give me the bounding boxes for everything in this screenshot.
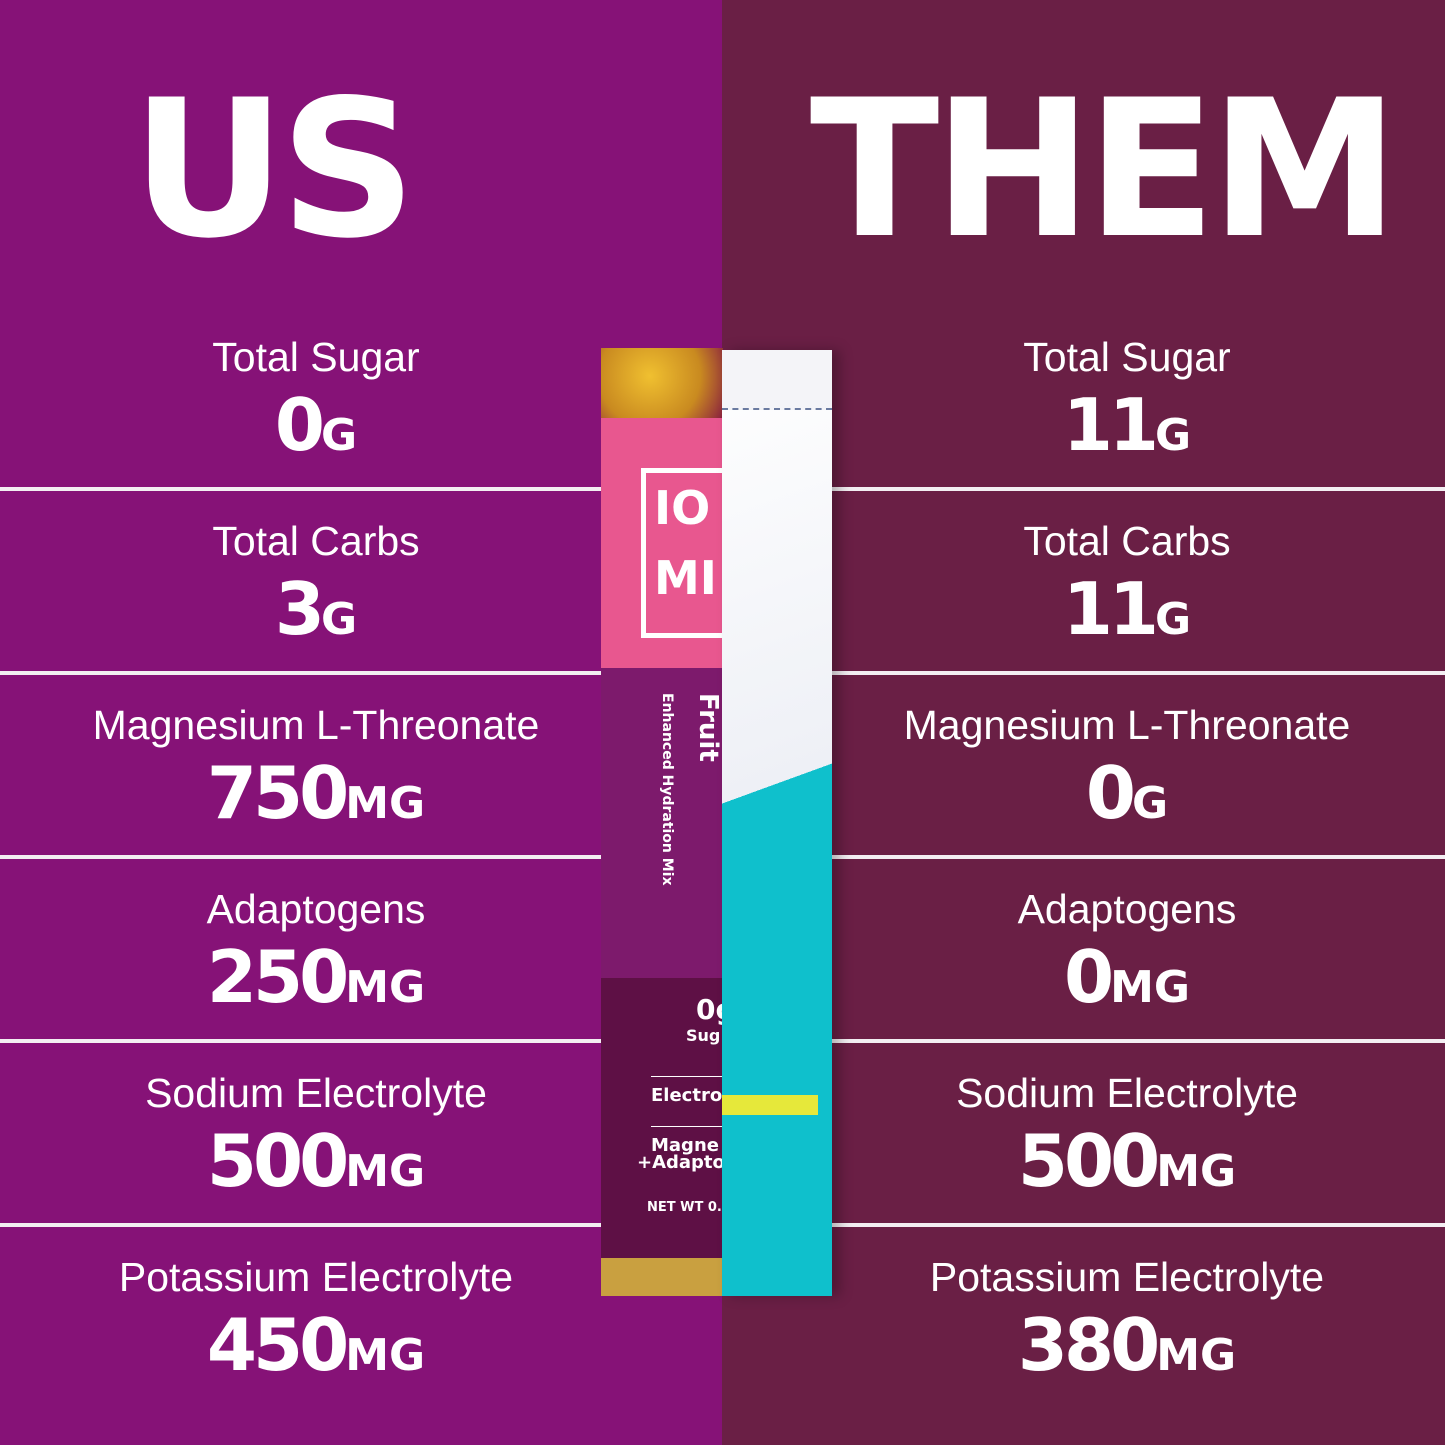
subtitle-text: Enhanced Hydration Mix (659, 693, 675, 886)
nutrient-value: 0G (1085, 751, 1169, 835)
nutrient-label: Potassium Electrolyte (118, 1254, 514, 1300)
packet-seal (722, 350, 832, 410)
nutrient-label: Magnesium L-Threonate (92, 702, 540, 748)
nutrient-value: 750MG (206, 751, 426, 835)
nutrient-label: Adaptogens (206, 886, 426, 932)
nutrient-label: Total Carbs (1023, 518, 1231, 564)
nutrient-value: 250MG (206, 935, 426, 1019)
nutrient-value: 0MG (1063, 935, 1190, 1019)
them-row: Total Carbs 11G (727, 517, 1445, 660)
us-row: Sodium Electrolyte 500MG (0, 1069, 716, 1212)
row-divider (0, 1039, 620, 1043)
row-divider (820, 487, 1445, 491)
row-divider (820, 671, 1445, 675)
brand-logo: IO MI (641, 468, 723, 638)
product-packet-them (722, 350, 832, 1296)
nutrient-label: Adaptogens (1017, 886, 1237, 932)
nutrient-label: Sodium Electrolyte (145, 1070, 487, 1116)
nutrient-value: 450MG (206, 1303, 426, 1387)
nutrient-value: 11G (1062, 383, 1192, 467)
us-row: Total Sugar 0G (0, 333, 716, 476)
us-row: Adaptogens 250MG (0, 885, 716, 1028)
nutrient-value: 500MG (206, 1119, 426, 1203)
claim: +Adapto (637, 1152, 725, 1173)
row-divider (820, 855, 1445, 859)
nutrient-label: Potassium Electrolyte (929, 1254, 1325, 1300)
net-weight: NET WT 0.2 (647, 1200, 731, 1215)
row-divider (820, 1039, 1445, 1043)
them-panel: THEM (722, 0, 1445, 1445)
nutrient-label: Sodium Electrolyte (956, 1070, 1298, 1116)
product-packet-us: IO MI Fruit Enhanced Hydration Mix 0g Su… (601, 348, 736, 1296)
passion-fruit-image (601, 348, 723, 418)
them-row: Sodium Electrolyte 500MG (727, 1069, 1445, 1212)
row-divider (0, 671, 620, 675)
them-title: THEM (809, 59, 1399, 280)
them-row: Potassium Electrolyte 380MG (727, 1253, 1445, 1396)
flavor-text: Fruit (693, 693, 723, 762)
us-row: Potassium Electrolyte 450MG (0, 1253, 716, 1396)
them-row: Magnesium L-Threonate 0G (727, 701, 1445, 844)
yellow-stripe (722, 1095, 818, 1115)
claim: Electro (651, 1076, 723, 1106)
nutrient-label: Total Sugar (212, 334, 420, 380)
us-row: Magnesium L-Threonate 750MG (0, 701, 716, 844)
them-row: Adaptogens 0MG (727, 885, 1445, 1028)
nutrient-label: Total Carbs (212, 518, 420, 564)
nutrient-value: 11G (1062, 567, 1192, 651)
nutrient-value: 0G (274, 383, 358, 467)
us-title: US (131, 59, 416, 280)
nutrient-value: 500MG (1017, 1119, 1237, 1203)
them-row: Total Sugar 11G (727, 333, 1445, 476)
nutrient-label: Total Sugar (1023, 334, 1231, 380)
nutrient-value: 3G (274, 567, 358, 651)
nutrient-label: Magnesium L-Threonate (903, 702, 1351, 748)
claim: Sug (686, 1026, 721, 1045)
row-divider (0, 487, 620, 491)
us-row: Total Carbs 3G (0, 517, 716, 660)
claim: Magne (651, 1126, 723, 1156)
nutrient-value: 380MG (1017, 1303, 1237, 1387)
row-divider (0, 1223, 620, 1227)
row-divider (820, 1223, 1445, 1227)
row-divider (0, 855, 620, 859)
